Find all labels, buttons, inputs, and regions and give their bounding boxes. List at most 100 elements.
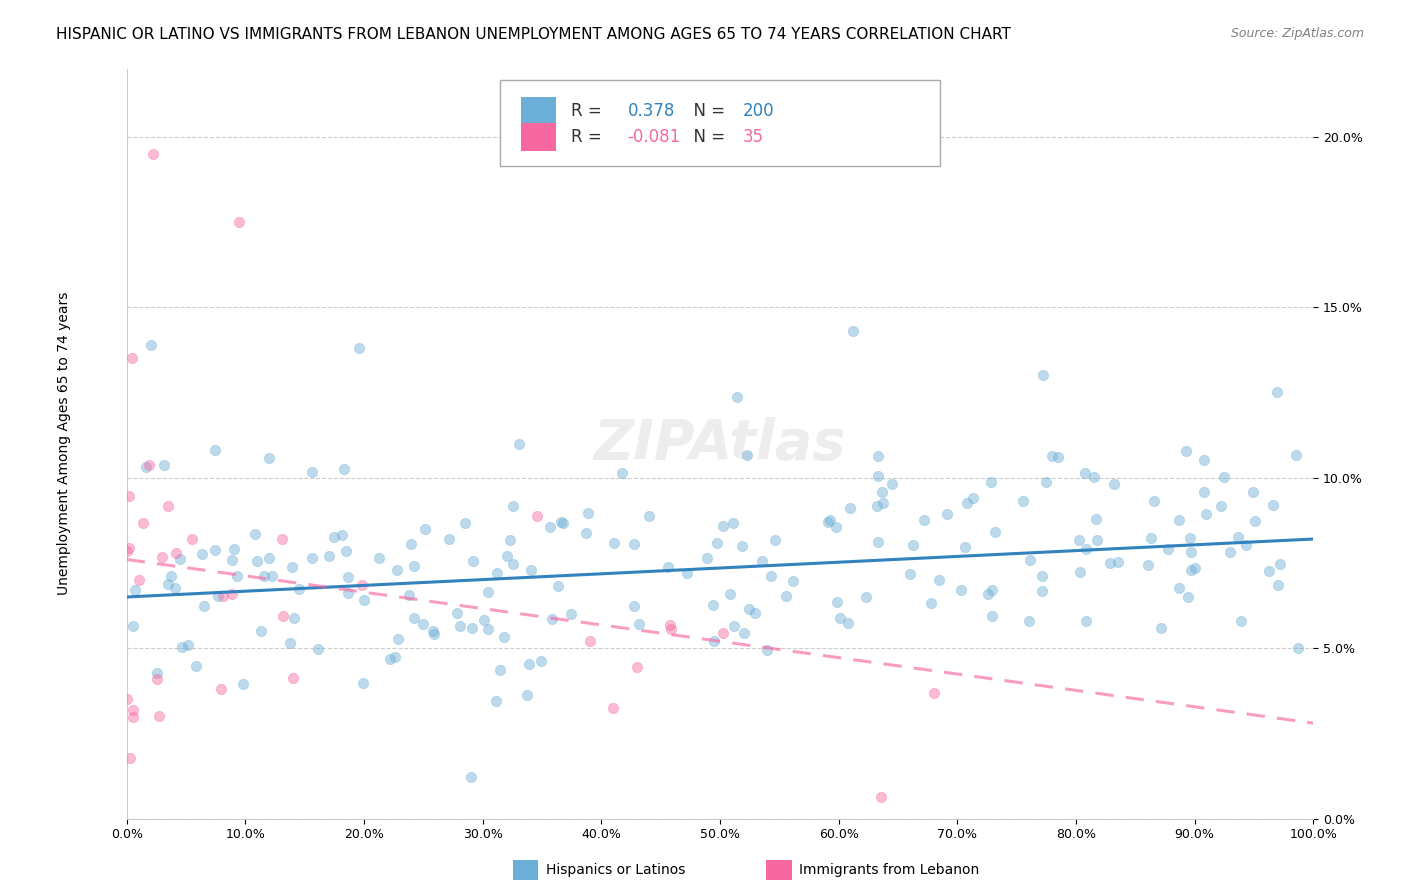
Point: [385, 563, 408, 577]
Point: [526, 508, 548, 523]
Point: [232, 676, 254, 690]
Point: [553, 516, 575, 530]
Point: [226, 569, 249, 583]
Point: [191, 547, 214, 561]
Point: [402, 610, 425, 624]
Point: [578, 634, 600, 648]
Point: [124, 582, 146, 597]
Point: [1143, 493, 1166, 508]
Text: Immigrants from Lebanon: Immigrants from Lebanon: [799, 863, 979, 877]
Point: [145, 672, 167, 686]
Text: R =: R =: [571, 103, 612, 120]
Point: [221, 587, 243, 601]
Point: [898, 566, 921, 581]
Point: [516, 688, 538, 702]
Point: [165, 582, 187, 596]
Point: [1230, 614, 1253, 628]
Point: [1104, 477, 1126, 491]
Point: [180, 533, 202, 547]
Point: [602, 701, 624, 715]
Point: [1085, 512, 1108, 526]
Point: [520, 563, 543, 577]
Point: [1219, 545, 1241, 559]
Point: [260, 569, 283, 583]
Point: [920, 596, 942, 610]
Point: [855, 590, 877, 604]
Point: [246, 554, 269, 568]
Point: [1018, 615, 1040, 629]
Y-axis label: Unemployment Among Ages 65 to 74 years: Unemployment Among Ages 65 to 74 years: [58, 292, 72, 595]
Point: [120, 750, 142, 764]
Point: [547, 579, 569, 593]
Point: [1083, 470, 1105, 484]
Point: [935, 507, 957, 521]
Point: [253, 569, 276, 583]
Point: [623, 599, 645, 614]
Point: [901, 538, 924, 552]
Point: [384, 649, 406, 664]
Text: ZIPAtlas: ZIPAtlas: [593, 417, 846, 471]
Point: [449, 619, 471, 633]
Point: [956, 496, 979, 510]
Point: [301, 550, 323, 565]
Point: [1227, 530, 1250, 544]
Point: [322, 530, 344, 544]
Point: [731, 539, 754, 553]
Point: [461, 621, 484, 635]
Text: Source: ZipAtlas.com: Source: ZipAtlas.com: [1230, 27, 1364, 40]
Point: [454, 516, 477, 531]
Text: HISPANIC OR LATINO VS IMMIGRANTS FROM LEBANON UNEMPLOYMENT AMONG AGES 65 TO 74 Y: HISPANIC OR LATINO VS IMMIGRANTS FROM LE…: [56, 27, 1011, 42]
Point: [560, 607, 582, 622]
Point: [494, 630, 516, 644]
Point: [718, 587, 741, 601]
Point: [337, 586, 360, 600]
Bar: [520, 123, 557, 152]
Point: [706, 536, 728, 550]
Point: [477, 622, 499, 636]
Point: [922, 685, 945, 699]
Point: [828, 611, 851, 625]
Point: [117, 692, 139, 706]
Point: [1074, 542, 1097, 557]
Point: [193, 599, 215, 614]
Point: [657, 559, 679, 574]
Point: [1157, 542, 1180, 557]
Point: [765, 533, 787, 547]
Point: [1285, 448, 1308, 462]
Point: [204, 543, 226, 558]
Point: [1184, 560, 1206, 574]
Point: [307, 642, 329, 657]
Point: [281, 671, 304, 685]
Point: [318, 549, 340, 564]
Point: [1019, 553, 1042, 567]
Point: [257, 451, 280, 466]
Point: [353, 593, 375, 607]
Point: [169, 552, 191, 566]
Point: [117, 544, 139, 558]
Point: [301, 466, 323, 480]
Point: [1209, 499, 1232, 513]
Point: [711, 518, 734, 533]
Point: [150, 550, 173, 565]
Point: [1178, 531, 1201, 545]
Point: [166, 546, 188, 560]
Point: [350, 577, 373, 591]
Point: [496, 549, 519, 564]
Point: [870, 790, 893, 805]
Text: 200: 200: [742, 103, 775, 120]
Point: [399, 537, 422, 551]
Point: [1243, 514, 1265, 528]
Point: [882, 477, 904, 491]
Point: [1174, 443, 1197, 458]
Point: [541, 611, 564, 625]
Point: [271, 532, 294, 546]
Point: [273, 608, 295, 623]
Point: [1035, 475, 1057, 489]
Point: [141, 337, 163, 351]
Point: [1085, 533, 1108, 547]
Point: [984, 524, 1007, 539]
Point: [1268, 558, 1291, 572]
Point: [332, 528, 354, 542]
Point: [1032, 368, 1054, 383]
Point: [623, 537, 645, 551]
